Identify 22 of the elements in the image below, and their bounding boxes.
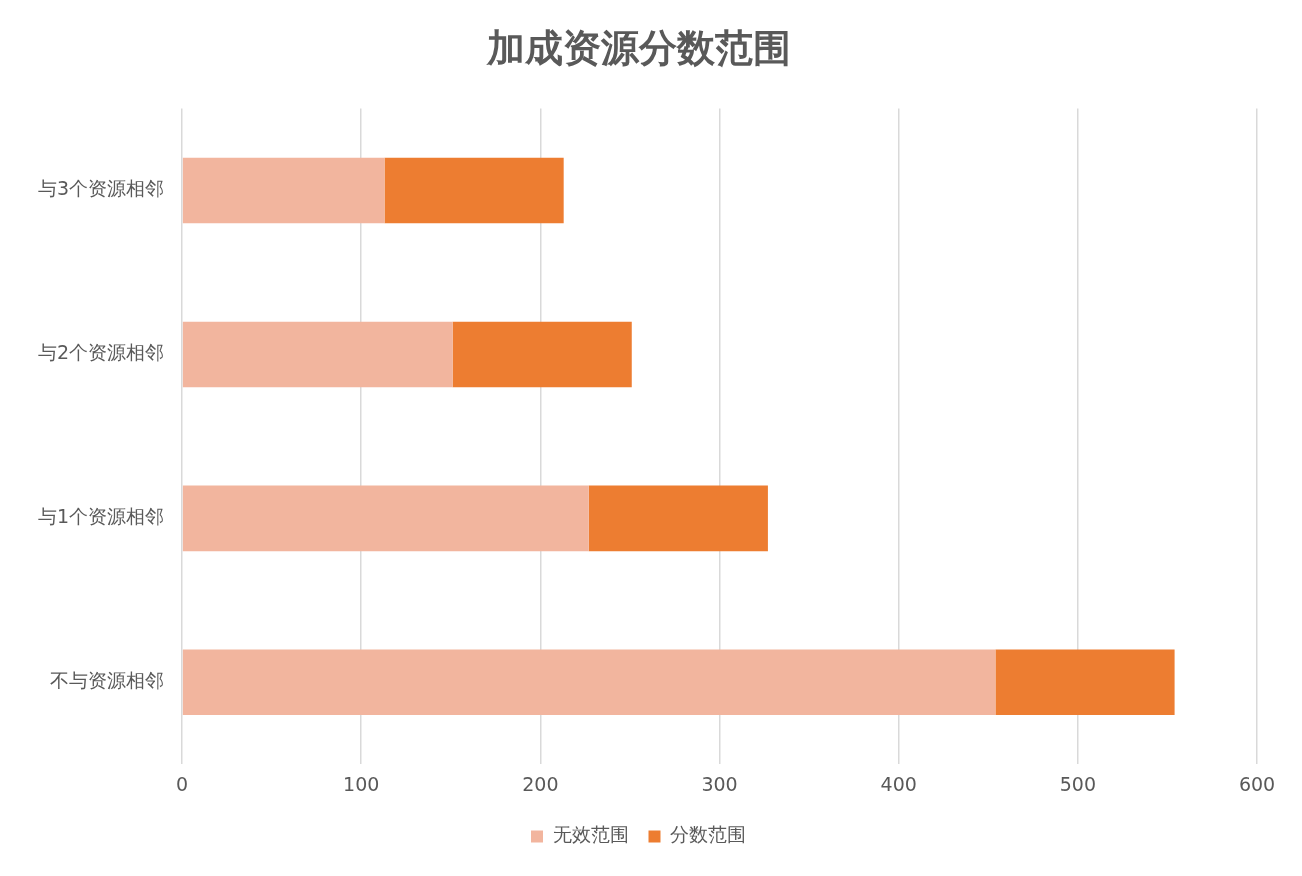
bar — [995, 649, 1175, 716]
bar — [182, 157, 385, 224]
bar — [182, 649, 996, 716]
bar — [384, 157, 564, 224]
legend-label: 无效范围 — [552, 823, 629, 846]
y-tick-label: 与1个资源相邻 — [37, 505, 165, 528]
chart-title: 加成资源分数范围 — [485, 25, 791, 70]
x-tick-label: 600 — [1238, 772, 1276, 795]
bar — [182, 485, 589, 552]
bar — [182, 321, 453, 388]
bar — [452, 321, 632, 388]
x-tick-label: 0 — [176, 772, 189, 795]
x-tick-label: 500 — [1059, 772, 1096, 795]
x-tick-label: 300 — [701, 772, 738, 795]
y-tick-label: 不与资源相邻 — [50, 669, 165, 692]
bar — [588, 485, 768, 552]
x-tick-label: 400 — [880, 772, 917, 795]
y-tick-label: 与3个资源相邻 — [37, 177, 165, 200]
x-tick-label: 200 — [522, 772, 559, 795]
legend-label: 分数范围 — [670, 823, 746, 846]
x-tick-label: 100 — [343, 772, 380, 795]
y-tick-label: 与2个资源相邻 — [37, 341, 165, 364]
